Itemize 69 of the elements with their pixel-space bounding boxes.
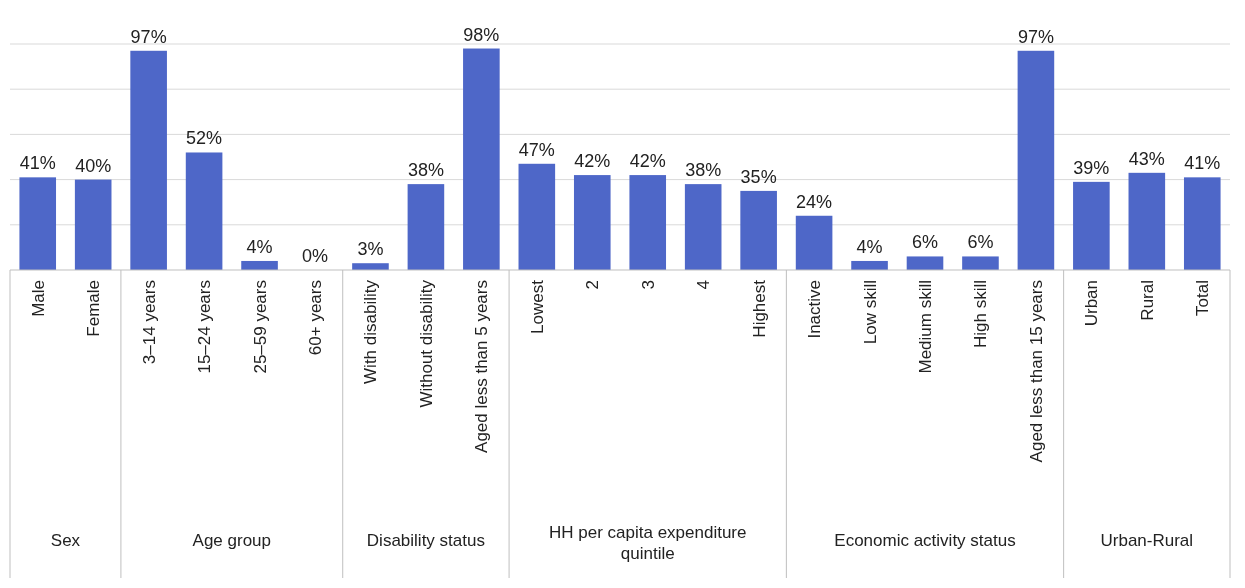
data-label: 98% — [463, 24, 500, 45]
x-tick-label: Without disability — [416, 279, 436, 408]
bar — [684, 184, 722, 270]
bar — [740, 190, 777, 270]
x-tick-label: Low skill — [860, 280, 880, 345]
x-tick-label: 3 — [638, 280, 658, 290]
bar — [463, 48, 500, 270]
data-label: 3% — [357, 239, 384, 260]
data-label: 42% — [629, 151, 666, 172]
x-tick-label: Total — [1193, 280, 1213, 316]
data-label: 97% — [130, 26, 167, 47]
bar — [1183, 177, 1221, 270]
x-tick-label: Aged less than 5 years — [472, 280, 492, 453]
bar — [130, 50, 167, 270]
data-label: 47% — [518, 139, 555, 160]
x-tick-label: Medium skill — [916, 280, 935, 374]
x-tick-label: Aged less than 15 years — [1026, 280, 1046, 463]
data-label: 6% — [967, 232, 994, 253]
data-label: 4% — [856, 236, 883, 257]
data-label: 39% — [1073, 157, 1110, 178]
bar — [962, 256, 999, 270]
x-tick-label: Highest — [749, 279, 769, 338]
x-tick-label: 3–14 years — [139, 280, 159, 365]
bar — [573, 175, 611, 270]
bar — [407, 184, 445, 270]
bar — [1073, 181, 1110, 270]
x-tick-label: 25–59 years — [250, 280, 270, 374]
x-tick-label: Rural — [1137, 280, 1157, 321]
bar — [74, 179, 112, 270]
text: Urban-Rural — [1100, 531, 1194, 550]
bar — [352, 263, 389, 270]
x-tick-label: Lowest — [527, 279, 547, 334]
data-label: 24% — [796, 191, 833, 212]
bar — [185, 152, 223, 270]
x-tick-label: 4 — [694, 280, 714, 290]
text: Disability status — [366, 531, 485, 550]
bar — [518, 163, 556, 270]
x-tick-label: With disability — [361, 279, 381, 384]
x-tick-label: Male — [28, 280, 48, 317]
data-label: 43% — [1128, 148, 1165, 169]
data-label: 97% — [1017, 26, 1054, 47]
x-tick-label: 15–24 years — [195, 280, 215, 374]
bar — [1017, 50, 1055, 270]
bar — [629, 175, 667, 270]
data-label: 0% — [301, 246, 329, 266]
bar — [1128, 172, 1166, 270]
text: Age group — [192, 531, 272, 550]
bar — [906, 256, 944, 270]
bar — [795, 215, 833, 270]
x-tick-label: 2 — [583, 280, 603, 290]
bar — [19, 177, 57, 270]
data-label: 41% — [1184, 153, 1221, 174]
data-label: 42% — [574, 151, 611, 172]
data-label: 52% — [186, 128, 223, 149]
data-label: 4% — [246, 236, 273, 257]
data-label: 35% — [740, 166, 777, 187]
x-tick-label: Inactive — [805, 280, 825, 339]
x-tick-label: Female — [84, 280, 104, 337]
x-tick-label: Urban — [1082, 280, 1102, 327]
x-tick-label: 60+ years — [306, 280, 325, 356]
data-label: 41% — [19, 153, 56, 174]
text: HH per capita expenditure quintile — [548, 523, 747, 563]
data-label: 6% — [911, 232, 939, 253]
data-label: 40% — [75, 155, 112, 176]
x-tick-label: High skill — [971, 280, 991, 349]
data-label: 38% — [685, 160, 722, 181]
text: Economic activity status — [834, 531, 1016, 550]
text: Sex — [50, 531, 81, 550]
data-label: 38% — [407, 160, 444, 181]
